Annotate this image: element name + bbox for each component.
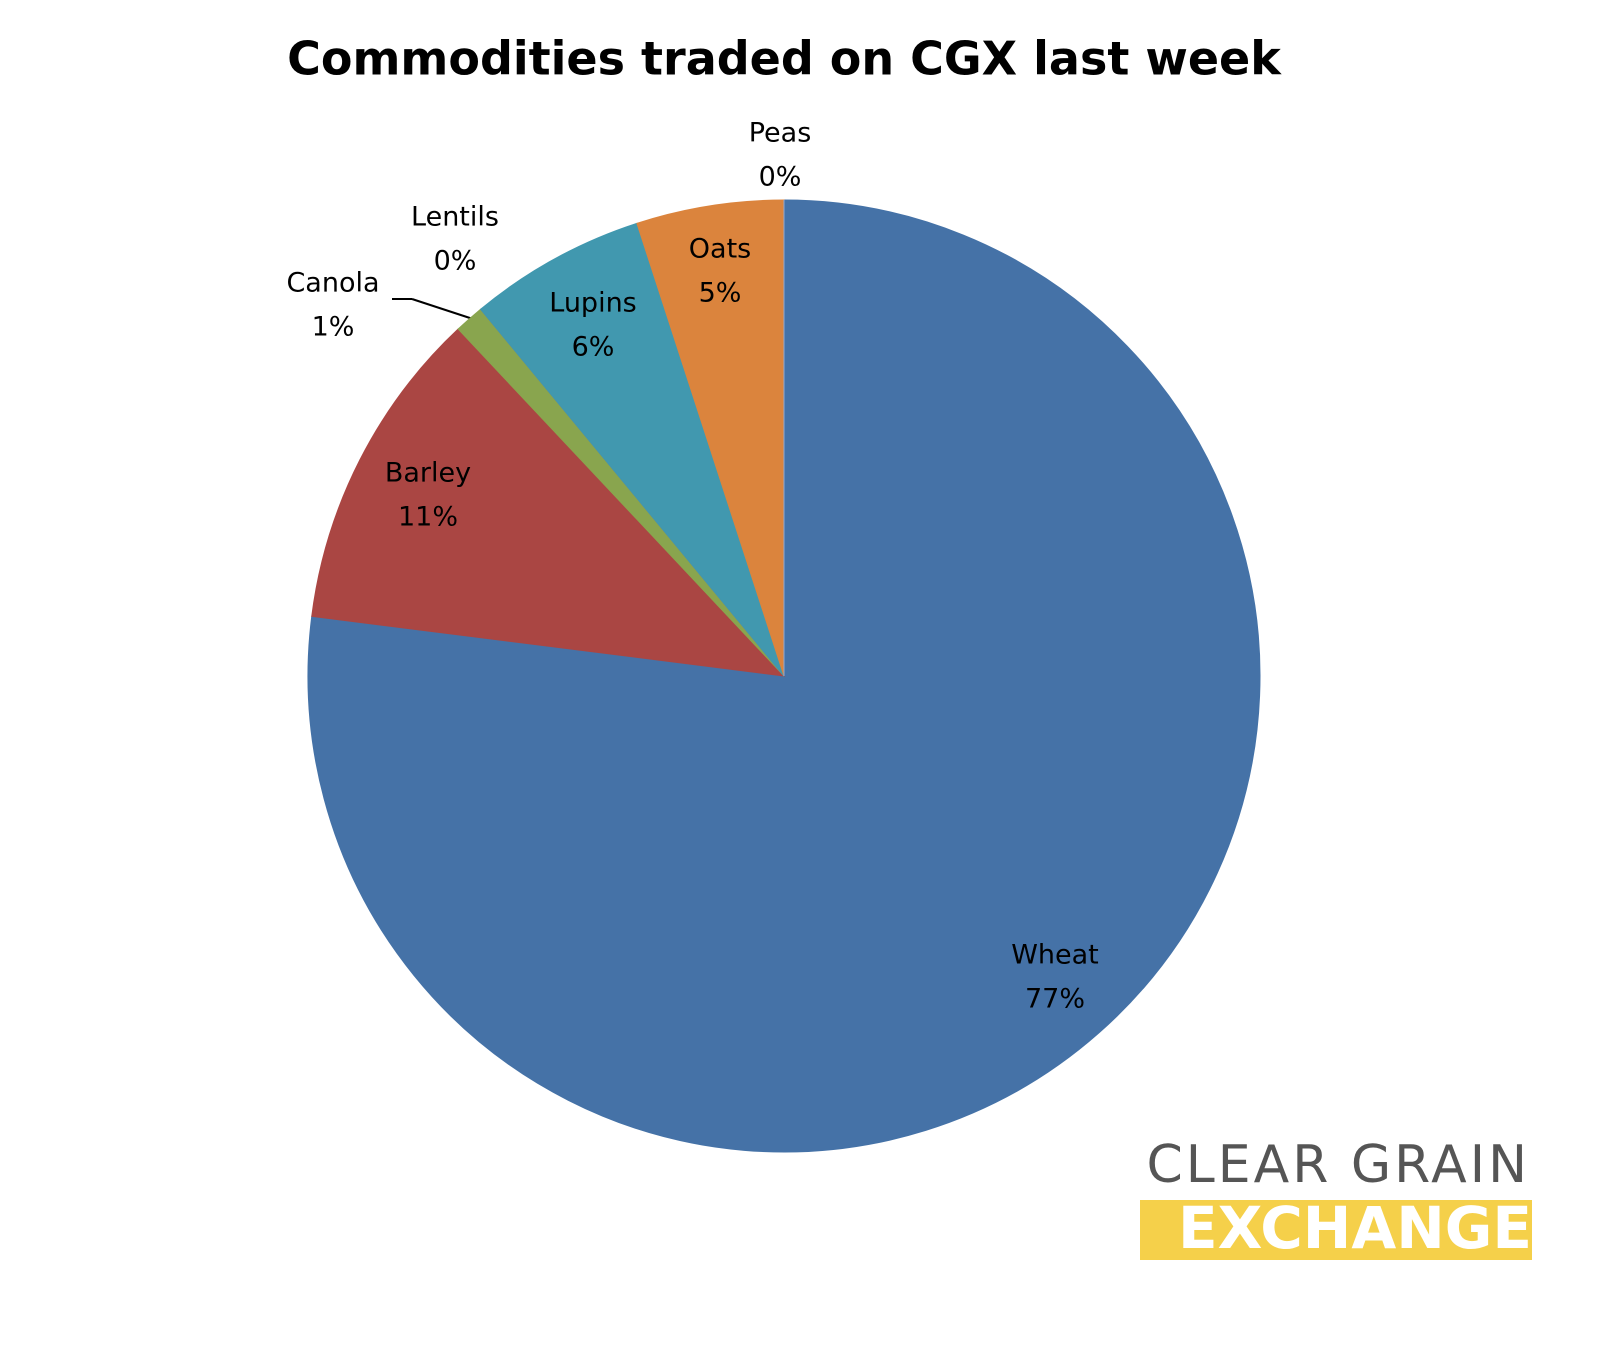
logo-text: EXCHANGE — [1178, 1194, 1532, 1262]
slice-value: 1% — [312, 312, 355, 343]
chart-title: Commodities traded on CGX last week — [287, 32, 1282, 86]
pie-slice — [636, 199, 785, 677]
slice-label: Lupins — [549, 288, 637, 319]
slice-value: 0% — [434, 246, 477, 277]
slice-value: 0% — [759, 162, 802, 193]
logo-text: CLEAR GRAIN — [1147, 1135, 1531, 1195]
slice-value: 6% — [572, 332, 615, 363]
slice-label: Canola — [286, 268, 379, 299]
slice-value: 11% — [398, 502, 458, 533]
logo-band — [1140, 1200, 1532, 1260]
slice-label: Barley — [385, 458, 471, 489]
slice-value: 5% — [699, 278, 742, 309]
slice-label: Wheat — [1011, 940, 1099, 971]
slice-label: Lentils — [411, 202, 499, 233]
pie-slice — [311, 328, 786, 677]
leader-line — [411, 298, 477, 321]
slice-label: Oats — [689, 234, 751, 265]
slice-value: 77% — [1025, 984, 1085, 1015]
pie-slice — [479, 222, 785, 677]
slice-label: Peas — [749, 118, 812, 149]
logo: CLEAR GRAIN EXCHANGE — [1140, 1135, 1532, 1262]
